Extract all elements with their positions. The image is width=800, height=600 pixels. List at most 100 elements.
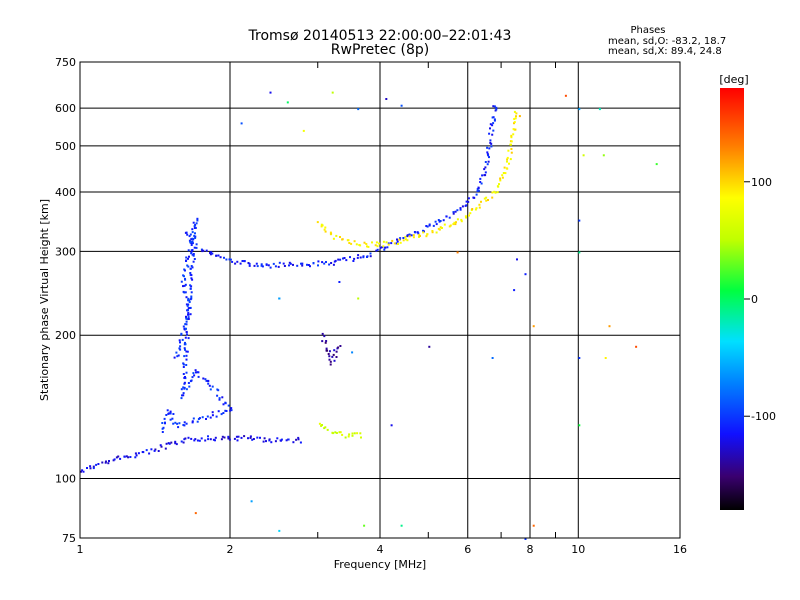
trace-point [491,196,494,199]
trace-point [453,221,456,224]
trace-point [499,177,502,180]
trace-point [476,190,479,193]
trace-point [468,214,470,217]
trace-point [412,236,415,239]
trace-point [185,330,188,333]
trace-point [260,263,263,266]
trace-point [344,436,347,439]
trace-point [141,451,144,453]
trace-point [321,261,324,264]
trace-point [201,416,204,419]
trace-point [194,237,197,239]
trace-point [296,264,299,267]
trace-point [223,256,225,259]
trace-point [172,422,175,425]
trace-point [456,209,459,212]
trace-point [475,193,478,196]
trace-point [508,162,510,165]
trace-point [164,447,167,450]
trace-point [385,241,388,244]
scatter-point [269,91,272,94]
trace-point [185,303,188,306]
trace-point [301,264,304,267]
trace-point [186,233,189,236]
trace-point [323,427,326,430]
trace-point [490,145,493,148]
trace-point [185,323,188,326]
trace-point [324,230,327,233]
trace-point [341,238,344,241]
trace-point [435,231,438,234]
trace-point [491,124,494,127]
trace-point [414,231,417,234]
trace-point [367,245,370,248]
scatter-point [582,154,585,157]
trace-point [386,246,389,249]
trace-point [472,196,475,199]
trace-point [467,200,470,203]
trace-point [187,265,190,268]
trace-point [186,264,189,267]
trace-point [460,220,463,223]
trace-point [455,221,457,224]
trace-point [335,350,338,353]
trace-point [233,437,236,440]
trace-point [187,303,190,306]
trace-point [365,243,368,245]
trace-point [183,438,186,441]
trace-point [218,398,221,401]
trace-point [456,218,459,221]
trace-point [182,290,185,293]
scatter-point [524,538,527,540]
trace-point [439,220,442,222]
trace-point [326,349,328,352]
trace-point [180,440,183,443]
trace-point [495,108,498,111]
trace-point [191,228,194,231]
trace-point [227,437,230,440]
trace-point [329,363,332,366]
trace-point [408,235,411,238]
trace-point [265,440,267,443]
trace-point [117,455,120,458]
trace-point [339,236,341,238]
trace-point [495,106,498,109]
trace-point [493,118,496,121]
trace-point [160,445,163,448]
trace-point [181,394,183,397]
trace-point [323,335,326,338]
trace-point [331,355,334,358]
trace-point [512,133,515,136]
trace-point [175,443,178,446]
trace-point [417,232,420,235]
trace-point [493,190,496,193]
trace-point [295,438,298,441]
trace-point [184,437,187,440]
y-tick-label: 600 [55,102,76,115]
trace-point [179,341,181,344]
trace-point [469,212,472,215]
trace-point [185,388,188,391]
phases-mean-o: mean, sd,O: -83.2, 18.7 [608,36,726,47]
trace-point [504,172,507,175]
trace-point [410,234,413,237]
data-traces [80,105,518,473]
trace-point [119,457,122,460]
trace-point [492,129,495,132]
trace-point [474,208,477,211]
trace-point [267,264,270,267]
trace-point [280,438,283,441]
trace-point [505,167,508,170]
grid-lines [80,62,680,538]
trace-point [422,231,425,234]
trace-point [496,191,499,194]
trace-point [215,254,218,257]
trace-point [289,262,292,265]
trace-point [510,151,513,154]
trace-point [187,382,190,384]
trace-point [488,147,491,150]
y-tick-labels: 75 100 200 300 400 500 600 750 [55,56,76,545]
trace-point [399,237,402,240]
trace-point [191,421,194,424]
trace-point [492,105,495,108]
